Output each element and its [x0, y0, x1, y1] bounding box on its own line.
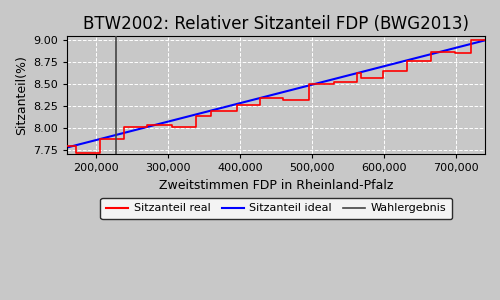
X-axis label: Zweitstimmen FDP in Rheinland-Pfalz: Zweitstimmen FDP in Rheinland-Pfalz — [159, 179, 394, 192]
Legend: Sitzanteil real, Sitzanteil ideal, Wahlergebnis: Sitzanteil real, Sitzanteil ideal, Wahle… — [100, 198, 452, 219]
Y-axis label: Sitzanteil(%): Sitzanteil(%) — [15, 55, 28, 135]
Title: BTW2002: Relativer Sitzanteil FDP (BWG2013): BTW2002: Relativer Sitzanteil FDP (BWG20… — [83, 15, 469, 33]
